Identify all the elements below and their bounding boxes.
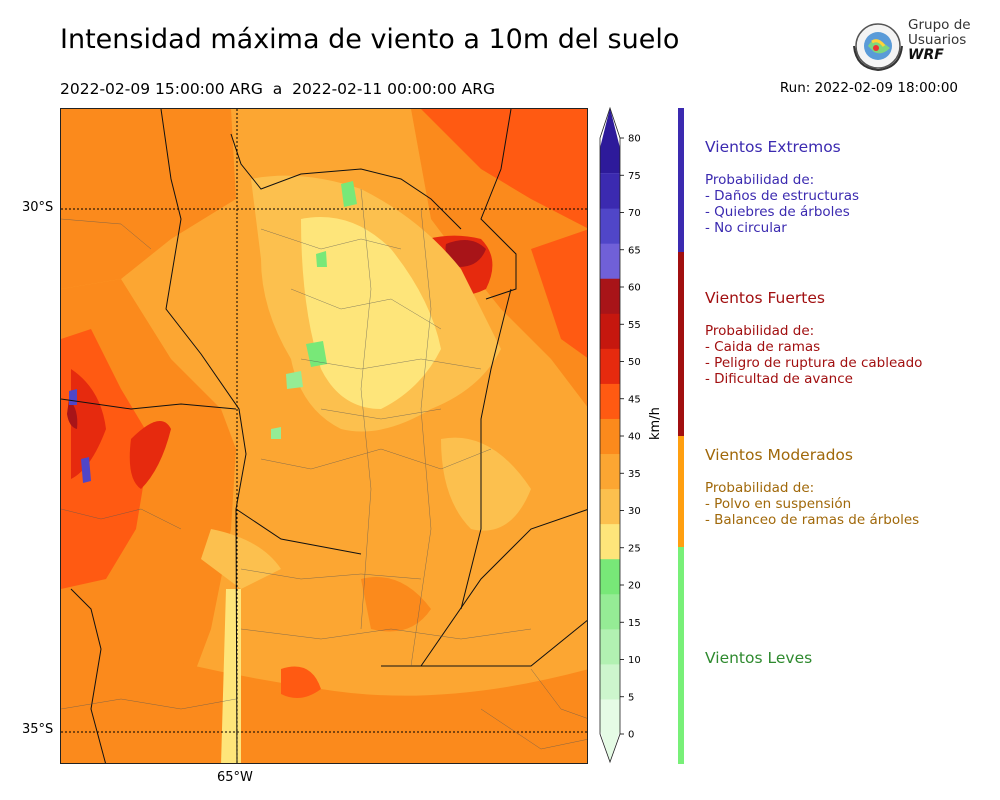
colorbar-swatch: [600, 243, 620, 279]
colorbar-tick-label: 15: [628, 618, 641, 629]
category-description: Probabilidad de: - Daños de estructuras …: [705, 172, 860, 236]
colorbar-tick-label: 25: [628, 543, 641, 554]
colorbar-swatch: [600, 418, 620, 455]
colorbar-swatch: [600, 698, 620, 762]
colorbar-tick-label: 30: [628, 506, 641, 517]
colorbar-swatch: [600, 173, 620, 209]
category-leves: Vientos Leves: [705, 649, 812, 667]
map-title: Intensidad máxima de viento a 10m del su…: [60, 24, 680, 55]
band-extremos: [678, 108, 684, 252]
colorbar-tick-label: 0: [628, 730, 634, 741]
logo-text: Grupo de Usuarios WRF: [908, 17, 971, 63]
colorbar-swatch: [600, 348, 620, 384]
category-fuertes: Vientos Fuertes Probabilidad de: - Caida…: [705, 289, 922, 387]
colorbar-tick-label: 5: [628, 692, 634, 703]
category-title: Vientos Fuertes: [705, 289, 825, 307]
lat-label-30s: 30°S: [22, 200, 54, 215]
colorbar-swatch: [600, 208, 620, 244]
colorbar-tick-label: 55: [628, 320, 641, 331]
colorbar-swatch: [600, 383, 620, 419]
colorbar-tick-label: 50: [628, 357, 641, 368]
lat-label-35s: 35°S: [22, 722, 54, 737]
colorbar-swatch: [600, 628, 620, 665]
colorbar-swatch: [600, 593, 620, 630]
colorbar-swatch: [600, 558, 620, 595]
colorbar-swatch: [600, 108, 620, 174]
colorbar-tick-label: 35: [628, 469, 641, 480]
run-time: Run: 2022-02-09 18:00:00: [779, 80, 958, 96]
wind-colorbar: 0 5 10 15 20 25 30 35 40 45 50 55 60 65 70 75 80: [599, 106, 641, 764]
category-description: Probabilidad de: - Caida de ramas - Peli…: [705, 323, 923, 387]
wind-map: [60, 108, 588, 764]
colorbar-swatch: [600, 523, 620, 560]
forecast-period: 2022-02-09 15:00:00 ARG a 2022-02-11 00:…: [60, 80, 496, 98]
colorbar-tick-label: 60: [628, 283, 641, 294]
colorbar-swatch: [600, 278, 620, 314]
category-title: Vientos Leves: [705, 649, 813, 667]
category-description: Probabilidad de: - Polvo en suspensión -…: [705, 480, 920, 528]
band-leves: [678, 547, 684, 764]
wind-field: [61, 109, 587, 763]
colorbar-tick-label: 75: [628, 171, 641, 182]
category-moderados: Vientos Moderados Probabilidad de: - Pol…: [705, 446, 919, 528]
colorbar-swatch: [600, 453, 620, 490]
colorbar-tick-label: 40: [628, 432, 641, 443]
colorbar-tick-label: 45: [628, 394, 641, 405]
colorbar-tick-label: 80: [628, 134, 641, 145]
category-extremos: Vientos Extremos Probabilidad de: - Daño…: [705, 138, 859, 236]
colorbar-tick-label: 20: [628, 581, 641, 592]
colorbar-tick-label: 65: [628, 245, 641, 256]
colorbar-unit-label: km/h: [648, 407, 663, 440]
colorbar-tick-label: 70: [628, 208, 641, 219]
colorbar-tick-label: 10: [628, 655, 641, 666]
band-moderados: [678, 436, 684, 547]
wrf-logo: [853, 23, 903, 72]
category-title: Vientos Extremos: [705, 138, 841, 156]
colorbar-swatch: [600, 663, 620, 700]
band-fuertes: [678, 252, 684, 436]
colorbar-swatch: [600, 313, 620, 349]
lon-label-65w: 65°W: [217, 770, 253, 785]
category-title: Vientos Moderados: [705, 446, 853, 464]
colorbar-swatch: [600, 488, 620, 525]
